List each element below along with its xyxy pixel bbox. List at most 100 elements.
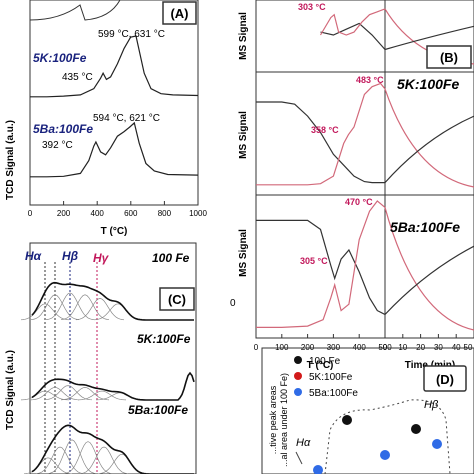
a-xtick-label: 400 <box>91 209 105 218</box>
d-point-hb-5ba <box>380 450 390 460</box>
c-gauss-peak <box>63 441 113 474</box>
c-gauss-peak <box>20 390 70 401</box>
d-label-ha: Hα <box>296 437 311 449</box>
d-legend-5ba: 5Ba:100Fe <box>309 388 358 399</box>
c-label-100fe: 100 Fe <box>152 251 190 265</box>
panel-d: (D) ...tive peak areas ...al area under … <box>261 347 474 474</box>
c-gauss-peak <box>23 457 73 474</box>
b-sub2-red-line <box>256 82 386 186</box>
a-series-5k-line <box>30 35 199 98</box>
panel-c-label-box <box>159 287 195 311</box>
d-point-hb-5ba-2 <box>432 439 442 449</box>
b-sub1-dark-line <box>320 22 386 50</box>
a-xlabel: T (°C) <box>101 226 128 237</box>
a-ann-594: 594 °C, 621 °C <box>93 113 160 124</box>
b-ylabel-1: MS Signal <box>238 12 249 60</box>
c-gauss-peak <box>30 294 80 321</box>
a-ann-392: 392 °C <box>42 140 73 151</box>
b-ann-483: 483 °C <box>356 75 384 85</box>
d-point-hb-100fe-1 <box>342 415 352 425</box>
b-zero-label: 0 <box>230 298 236 309</box>
b-label-5k: 5K:100Fe <box>397 76 459 92</box>
b-ylabel-2: MS Signal <box>238 111 249 159</box>
c-label-5ba: 5Ba:100Fe <box>128 403 188 417</box>
b-xtick-label: 0 <box>254 343 259 352</box>
panel-c-frame <box>29 242 197 474</box>
c-envelope-5ba <box>31 424 194 474</box>
c-gauss-peak <box>75 298 125 321</box>
panel-a-label-box <box>162 1 197 25</box>
d-legend-marker-5k <box>294 372 302 380</box>
panel-d-frame <box>261 347 474 474</box>
panel-a-top-curve <box>29 0 121 21</box>
b-sub2-dark-line <box>256 101 385 184</box>
c-gauss-peak <box>45 292 95 321</box>
c-gauss-peak <box>30 387 80 401</box>
b-sub3-red-line <box>256 200 386 328</box>
d-ylabel-1: ...tive peak areas <box>268 385 278 454</box>
a-xtick-label: 600 <box>124 209 138 218</box>
a-xtick-label: 200 <box>57 209 71 218</box>
c-label-ha: Hα <box>25 249 42 263</box>
panel-b: (B) 303 °C 483 °C 358 °C 470 °C 305 °C 5… <box>230 0 474 371</box>
b-label-5ba: 5Ba:100Fe <box>390 219 460 235</box>
panel-a-frame <box>29 0 199 206</box>
a-series-5ba-line <box>30 121 199 178</box>
panel-b-frame <box>255 0 474 339</box>
c-gauss-peak <box>77 390 127 401</box>
c-gauss-peak <box>47 439 97 474</box>
d-legend-5k: 5K:100Fe <box>309 372 353 383</box>
a-xtick-label: 0 <box>28 209 33 218</box>
a-xtick-label: 800 <box>158 209 172 218</box>
c-ylabel: TCD Signal (a.u.) <box>5 350 16 430</box>
d-point-ha-5ba <box>313 465 323 474</box>
c-gauss-peak <box>43 385 93 401</box>
d-ylabel-2: ...al area under 100 Fe) <box>279 373 289 467</box>
b-ann-358: 358 °C <box>311 125 339 135</box>
b-sub1-dark-time <box>384 25 474 51</box>
d-arrow-ha <box>295 451 303 465</box>
b-xlabel: T (°C) <box>307 360 334 371</box>
c-gauss-peak <box>60 294 110 321</box>
d-label-hb: Hβ <box>424 399 439 411</box>
panel-c-label: (C) <box>168 292 186 307</box>
d-legend-marker-5ba <box>294 388 302 396</box>
b-ann-305: 305 °C <box>300 256 328 266</box>
panel-d-label: (D) <box>436 372 454 387</box>
panel-d-label-box <box>423 365 467 392</box>
c-envelope-100fe <box>31 281 194 321</box>
panel-a: (A) 5K:100Fe 5Ba:100Fe 435 °C 599 °C, 63… <box>5 0 207 237</box>
a-xtick-label: 1000 <box>189 209 207 218</box>
d-legend-100fe: 100 Fe <box>309 356 341 367</box>
d-legend-marker-100fe <box>294 356 302 364</box>
d-point-hb-100fe-2 <box>411 424 421 434</box>
b-sub3-dark-line <box>256 219 386 316</box>
b-sub2-red-time <box>384 88 474 188</box>
b-sub2-dark-time <box>384 115 474 184</box>
b-ylabel-3: MS Signal <box>238 229 249 277</box>
b-sub3-dark-time <box>384 245 474 315</box>
d-region-hb <box>324 399 451 474</box>
c-label-hy: Hγ <box>93 251 110 265</box>
c-label-5k: 5K:100Fe <box>137 332 191 346</box>
c-gauss-peak <box>35 446 85 474</box>
c-gauss-peak <box>60 387 110 401</box>
a-label-5ba: 5Ba:100Fe <box>33 122 93 136</box>
c-label-hb: Hβ <box>62 249 79 263</box>
b-sub1-red-line <box>319 8 386 36</box>
a-ylabel: TCD Signal (a.u.) <box>5 120 16 200</box>
a-ann-435: 435 °C <box>62 72 93 83</box>
panel-a-label: (A) <box>170 6 188 21</box>
b-sub3-red-time <box>384 207 474 331</box>
b-ann-303: 303 °C <box>298 2 326 12</box>
a-ann-599: 599 °C, 631 °C <box>98 29 165 40</box>
a-label-5k: 5K:100Fe <box>33 51 87 65</box>
b-ann-470: 470 °C <box>345 197 373 207</box>
c-envelope-5k <box>31 371 195 401</box>
c-gauss-peak <box>20 303 70 321</box>
c-gauss-peak <box>79 446 129 474</box>
panel-b-label-box <box>426 45 472 69</box>
panel-b-label: (B) <box>440 50 458 65</box>
panel-c: (C) Hα Hβ Hγ 100 Fe 5K:100Fe 5Ba:100Fe T… <box>5 242 197 474</box>
